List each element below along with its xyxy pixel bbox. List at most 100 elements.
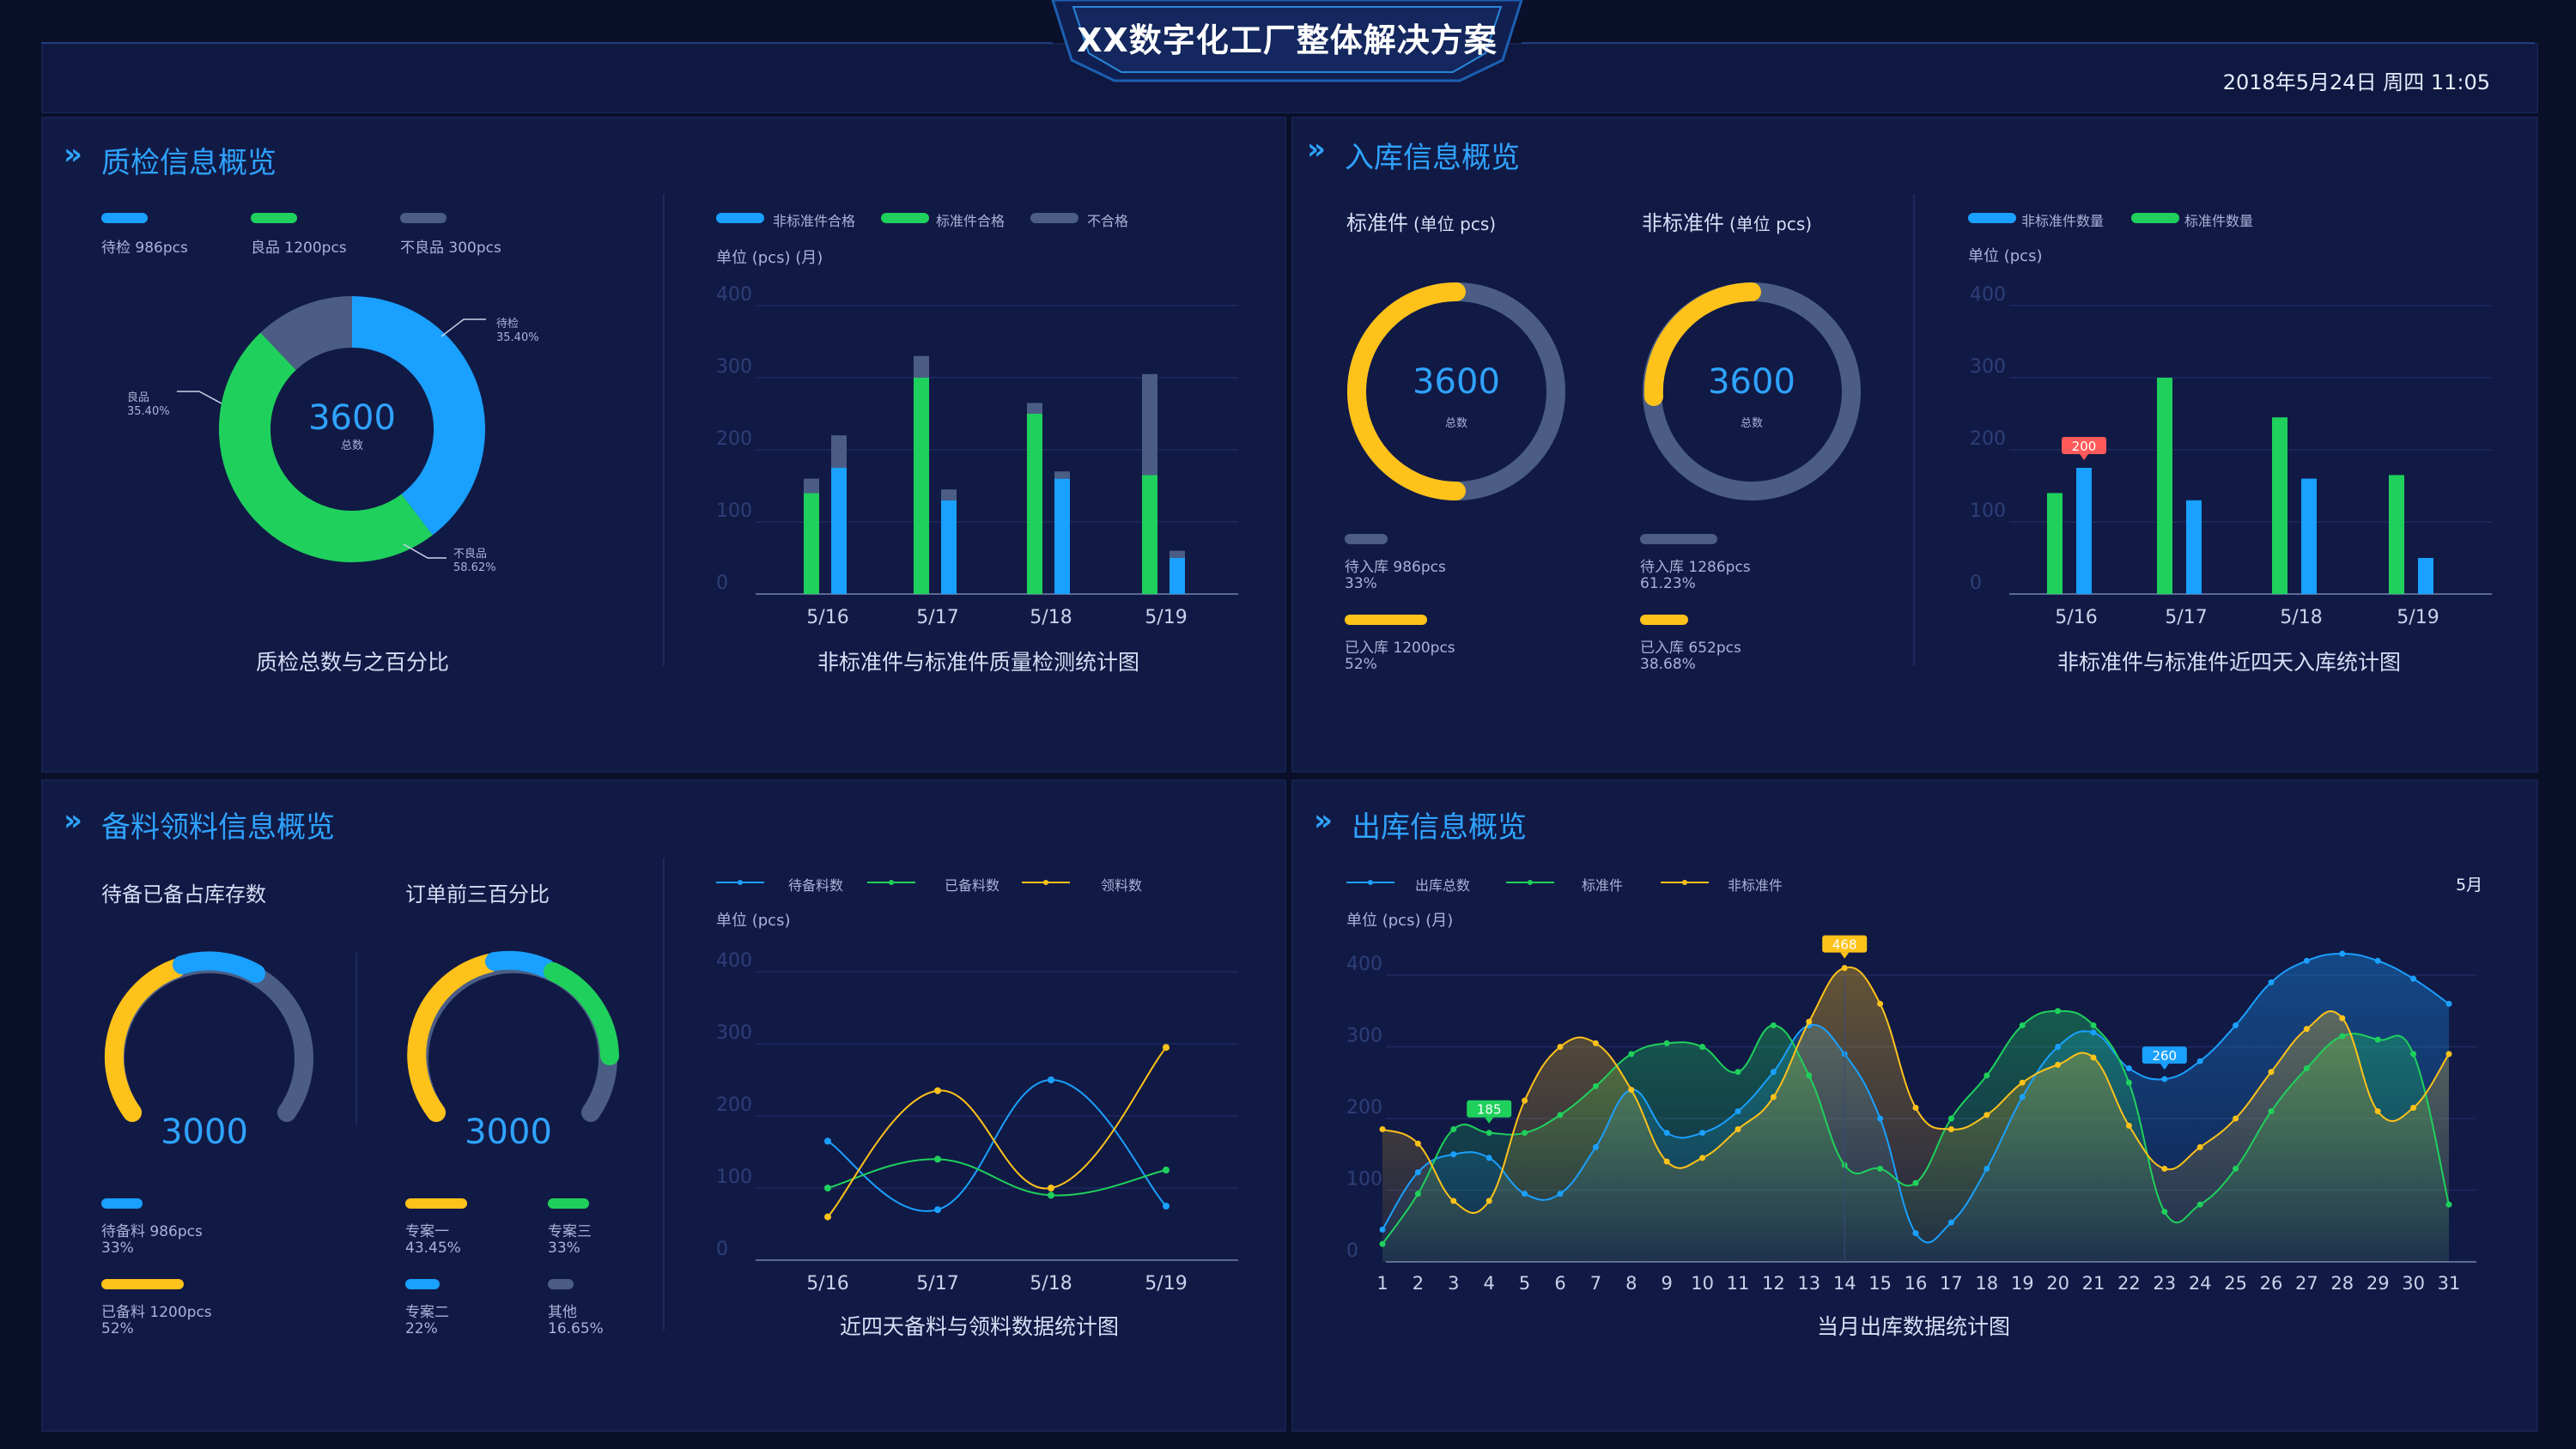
bar-defect-5/18 (1054, 471, 1070, 479)
x-tick-label: 31 (2438, 1273, 2461, 1294)
point-2-17 (1984, 1112, 1990, 1119)
bar-std-5/17 (2157, 378, 2172, 594)
bar-defect-5/19 (1170, 550, 1185, 558)
point-1-0 (1379, 1240, 1386, 1247)
x-tick-label: 14 (1833, 1273, 1856, 1294)
legend-label-good: 良品 1200pcs (251, 239, 347, 257)
point-0-0 (1379, 1226, 1386, 1233)
point-1-23 (2196, 1201, 2203, 1208)
x-tick-label: 27 (2295, 1273, 2318, 1294)
x-tick-label: 22 (2117, 1273, 2141, 1294)
point-1-4 (1522, 1130, 1528, 1137)
point-1-2 (1048, 1191, 1054, 1199)
legend-swatch-nonstd-pass (716, 213, 764, 223)
quality-title: 质检信息概览 (101, 146, 276, 180)
y-tick-label: 300 (1346, 1026, 1382, 1047)
annotation-pointer (1840, 952, 1850, 959)
bar-nonstd-5/17 (941, 500, 957, 594)
point-0-0 (824, 1137, 831, 1145)
y-tick-label: 0 (1346, 1240, 1358, 1262)
point-0-26 (2303, 957, 2310, 964)
y-tick-label: 200 (1970, 428, 2006, 450)
point-1-18 (2019, 1022, 2026, 1028)
ring2-unit: (单位 pcs) (1729, 214, 1813, 234)
point-2-11 (1770, 1094, 1777, 1100)
materials-legend (716, 880, 1070, 885)
line-2 (827, 1046, 1167, 1218)
legend-prepared-material: 已备料数 (945, 877, 1000, 894)
point-2-21 (2125, 1122, 2132, 1129)
point-0-1 (934, 1206, 941, 1214)
line-1 (827, 1158, 1167, 1197)
materials-line-chart: 0 100 200 300 400 5/16 5/17 5/18 5/19 (716, 950, 1238, 1294)
x-tick-label: 1 (1376, 1273, 1388, 1294)
point-1-17 (1984, 1072, 1990, 1079)
point-2-9 (1699, 1155, 1706, 1161)
point-0-1 (1414, 1169, 1421, 1176)
g1-item1-label: 已备料 1200pcs (101, 1304, 212, 1321)
y-tick-label: 300 (1970, 356, 2006, 378)
bar-std-5/18 (2272, 417, 2287, 594)
point-1-0 (824, 1185, 831, 1191)
x-tick-label: 5/17 (916, 1273, 958, 1294)
annotation-badge (2142, 1046, 2187, 1064)
title-plate (41, 0, 2535, 82)
point-1-24 (2233, 1165, 2239, 1172)
y-tick-label: 0 (1970, 573, 1982, 594)
point-2-7 (1628, 1087, 1635, 1094)
x-tick-label: 2 (1413, 1273, 1424, 1294)
x-tick-label: 5/17 (2165, 607, 2207, 628)
y-tick-label: 300 (716, 1022, 752, 1044)
point-1-8 (1663, 1040, 1670, 1046)
point-2-0 (824, 1213, 831, 1221)
y-tick-label: 100 (716, 1167, 752, 1188)
point-0-16 (1947, 1219, 1954, 1226)
point-0-29 (2410, 975, 2417, 982)
point-0-10 (1735, 1108, 1741, 1115)
page-title: XX数字化工厂整体解决方案 (1077, 21, 1498, 59)
warehouse-in-unit: 单位 (pcs) (1968, 247, 2043, 265)
month-selector[interactable]: 5月 (2456, 876, 2483, 894)
annotation-label: 260 (2152, 1048, 2177, 1064)
point-1-1 (1414, 1191, 1421, 1197)
y-tick-label: 400 (716, 950, 752, 972)
ring1-sub: 总数 (1444, 417, 1467, 430)
warehouse-out-title: 出库信息概览 (1352, 810, 1527, 845)
bar-nonstd-5/19 (2418, 558, 2433, 594)
ring2-done-bar (1640, 615, 1688, 625)
point-2-26 (2303, 1026, 2310, 1033)
legend-fail: 不合格 (1087, 213, 1129, 229)
point-0-17 (1984, 1165, 1990, 1172)
donut-slice-0 (351, 296, 485, 536)
point-1-22 (2161, 1209, 2168, 1216)
x-tick-label: 8 (1625, 1273, 1637, 1294)
legend-out-total: 出库总数 (1415, 877, 1471, 894)
ring2-pending-bar (1640, 534, 1717, 544)
materials-caption: 近四天备料与领料数据统计图 (840, 1314, 1120, 1339)
g1-item0-bar (101, 1198, 143, 1209)
y-tick-label: 300 (716, 356, 752, 378)
bar-nonstd-5/16 (831, 468, 847, 594)
x-tick-label: 5/19 (1145, 1273, 1187, 1294)
bar-nonstd-5/16 (2076, 468, 2092, 594)
x-tick-label: 29 (2366, 1273, 2390, 1294)
point-2-30 (2445, 1051, 2452, 1058)
point-2-8 (1663, 1158, 1670, 1165)
quality-donut-chart (219, 296, 485, 562)
bar-defect-5/16 (804, 478, 819, 494)
point-2-29 (2410, 1104, 2417, 1111)
bar-std-5/17 (914, 378, 929, 594)
point-2-1 (1414, 1140, 1421, 1147)
x-tick-label: 5/17 (916, 607, 958, 628)
x-tick-label: 5/18 (2280, 607, 2322, 628)
point-1-12 (1806, 1072, 1813, 1079)
ring1-unit: (单位 pcs) (1413, 214, 1497, 234)
x-tick-label: 18 (1975, 1273, 1998, 1294)
x-tick-label: 28 (2330, 1273, 2354, 1294)
point-2-15 (1912, 1104, 1919, 1111)
donut-slice-2 (260, 296, 353, 371)
x-tick-label: 19 (2011, 1273, 2034, 1294)
bar-nonstd-5/18 (2301, 478, 2317, 594)
ring1-title-text: 标准件 (1346, 211, 1408, 235)
